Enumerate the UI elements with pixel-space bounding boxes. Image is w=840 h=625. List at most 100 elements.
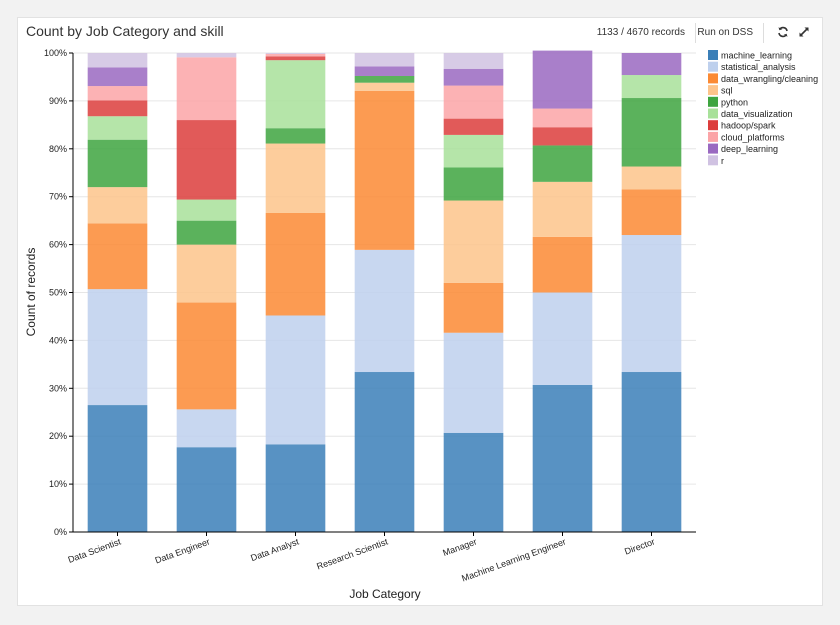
y-axis-label: Count of records	[24, 248, 38, 337]
bar-segment[interactable]	[621, 372, 682, 532]
bar-segment[interactable]	[265, 143, 326, 213]
run-on-dss-button[interactable]: Run on DSS	[697, 27, 753, 38]
bar-segment[interactable]	[87, 187, 148, 224]
legend-swatch	[708, 120, 718, 131]
chart-panel: Count by Job Category and skill 1133 / 4…	[17, 17, 823, 606]
legend-swatch	[708, 143, 718, 154]
bar-segment[interactable]	[621, 235, 682, 373]
bar-segment[interactable]	[265, 60, 326, 129]
bar-segment[interactable]	[443, 134, 504, 168]
chart-title: Count by Job Category and skill	[26, 23, 224, 39]
y-tick-label: 90%	[49, 96, 67, 106]
bar-segment[interactable]	[87, 289, 148, 406]
bar-segment[interactable]	[354, 75, 415, 83]
x-tick-label: Manager	[441, 536, 478, 558]
legend-swatch	[708, 96, 718, 107]
bar-segment[interactable]	[621, 166, 682, 190]
bar-segment[interactable]	[265, 53, 326, 54]
bar-segment[interactable]	[443, 332, 504, 433]
records-count: 1133 / 4670 records	[596, 27, 685, 38]
bar-segment[interactable]	[532, 50, 593, 109]
bar-segment[interactable]	[532, 127, 593, 146]
bar-segment[interactable]	[354, 53, 415, 67]
bar-segment[interactable]	[176, 409, 237, 448]
bar-segment[interactable]	[532, 292, 593, 385]
bar-segment[interactable]	[176, 302, 237, 410]
bar-segment[interactable]	[532, 384, 593, 532]
legend-label[interactable]: hadoop/spark	[721, 121, 776, 131]
legend-swatch	[708, 131, 718, 142]
bar-segment[interactable]	[265, 315, 326, 445]
legend-swatch	[708, 50, 718, 60]
bar-segment[interactable]	[354, 90, 415, 250]
legend-label[interactable]: machine_learning	[721, 51, 792, 61]
bar-segment[interactable]	[443, 53, 504, 69]
y-tick-label: 40%	[49, 335, 67, 345]
bar-segment[interactable]	[621, 53, 682, 76]
bar-segment[interactable]	[443, 282, 504, 333]
legend-label[interactable]: cloud_platforms	[721, 132, 785, 142]
bar-segment[interactable]	[176, 57, 237, 121]
legend-label[interactable]: deep_learning	[721, 144, 778, 154]
bar-segment[interactable]	[265, 128, 326, 144]
bar-segment[interactable]	[443, 68, 504, 86]
bar-segment[interactable]	[443, 200, 504, 283]
bar-segment[interactable]	[176, 447, 237, 532]
bar-segment[interactable]	[443, 85, 504, 119]
legend-label[interactable]: r	[721, 156, 724, 166]
bar-segment[interactable]	[443, 118, 504, 135]
y-tick-label: 0%	[54, 527, 67, 537]
bar-segment[interactable]	[176, 199, 237, 221]
legend-swatch	[708, 155, 718, 166]
chart-header: Count by Job Category and skill 1133 / 4…	[18, 18, 822, 48]
legend-label[interactable]: data_visualization	[721, 109, 793, 119]
bar-segment[interactable]	[87, 53, 148, 68]
bar-segment[interactable]	[354, 372, 415, 532]
bar-segment[interactable]	[621, 75, 682, 99]
bar-segment[interactable]	[443, 167, 504, 201]
bar-segment[interactable]	[176, 244, 237, 303]
legend-label[interactable]: statistical_analysis	[721, 62, 796, 72]
bar-segment[interactable]	[87, 116, 148, 140]
x-tick-label: Data Scientist	[67, 536, 123, 565]
legend-label[interactable]: python	[721, 97, 748, 107]
x-axis-label: Job Category	[349, 587, 420, 601]
bar-segment[interactable]	[532, 108, 593, 128]
bar-segment[interactable]	[532, 181, 593, 237]
bar-segment[interactable]	[265, 212, 326, 316]
bar-segment[interactable]	[87, 223, 148, 290]
expand-icon[interactable]	[798, 26, 810, 38]
header-separator	[695, 23, 696, 43]
bar-segment[interactable]	[532, 145, 593, 182]
y-tick-label: 50%	[49, 288, 67, 298]
bar-segment[interactable]	[265, 56, 326, 61]
bar-segment[interactable]	[265, 53, 326, 57]
bar-segment[interactable]	[265, 444, 326, 532]
refresh-icon[interactable]	[777, 26, 789, 38]
x-tick-label: Research Scientist	[315, 536, 389, 571]
y-tick-label: 30%	[49, 383, 67, 393]
bar-segment[interactable]	[87, 405, 148, 532]
bar-segment[interactable]	[443, 432, 504, 532]
bar-segment[interactable]	[87, 139, 148, 188]
bar-segment[interactable]	[621, 98, 682, 167]
legend-swatch	[708, 61, 718, 72]
x-tick-label: Data Engineer	[154, 536, 211, 565]
bar-segment[interactable]	[354, 82, 415, 91]
legend-label[interactable]: sql	[721, 86, 733, 96]
y-tick-label: 60%	[49, 240, 67, 250]
legend: machine_learningstatistical_analysisdata…	[708, 50, 818, 166]
bar-segment[interactable]	[354, 249, 415, 373]
bar-segment[interactable]	[176, 120, 237, 200]
bar-segment[interactable]	[621, 189, 682, 236]
legend-label[interactable]: data_wrangling/cleaning	[721, 74, 818, 84]
bar-segment[interactable]	[176, 53, 237, 58]
bar-segment[interactable]	[354, 66, 415, 76]
bar-segment[interactable]	[87, 67, 148, 87]
bar-segment[interactable]	[176, 220, 237, 245]
bar-segment[interactable]	[87, 100, 148, 117]
bar-segment[interactable]	[532, 236, 593, 293]
x-tick-label: Data Analyst	[249, 536, 300, 563]
bar-segment[interactable]	[87, 86, 148, 101]
